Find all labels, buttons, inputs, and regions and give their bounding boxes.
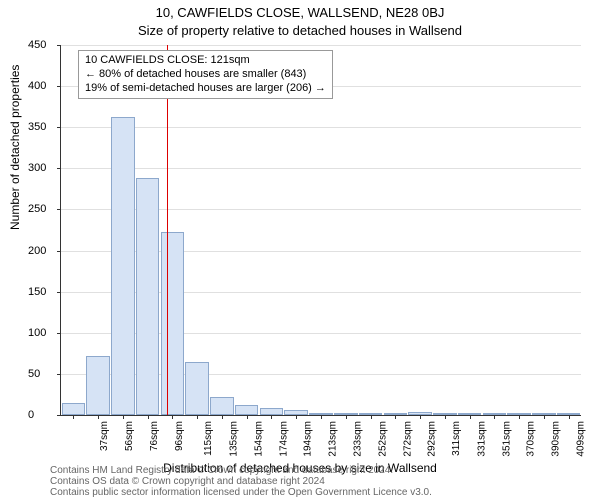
xtick-label: 37sqm — [99, 421, 110, 451]
xtick-mark — [544, 415, 545, 419]
xtick-label: 311sqm — [451, 421, 462, 456]
xtick-mark — [73, 415, 74, 419]
ytick-mark — [57, 45, 61, 46]
histogram-bar — [210, 397, 234, 415]
annotation-line: 10 CAWFIELDS CLOSE: 121sqm — [85, 54, 326, 68]
ytick-mark — [57, 86, 61, 87]
xtick-mark — [494, 415, 495, 419]
xtick-label: 174sqm — [278, 421, 289, 457]
xtick-mark — [148, 415, 149, 419]
xtick-mark — [197, 415, 198, 419]
ytick-label: 250 — [28, 203, 52, 215]
histogram-bar — [235, 405, 259, 415]
xtick-label: 213sqm — [328, 421, 339, 457]
xtick-label: 115sqm — [203, 421, 214, 456]
xtick-label: 252sqm — [377, 421, 388, 457]
ytick-mark — [57, 415, 61, 416]
xtick-label: 233sqm — [353, 421, 364, 457]
xtick-label: 292sqm — [427, 421, 438, 457]
xtick-label: 154sqm — [254, 421, 265, 457]
gridline — [61, 168, 581, 169]
xtick-label: 272sqm — [402, 421, 413, 457]
xtick-mark — [98, 415, 99, 419]
xtick-mark — [247, 415, 248, 419]
title-main: 10, CAWFIELDS CLOSE, WALLSEND, NE28 0BJ — [0, 5, 600, 20]
xtick-label: 96sqm — [174, 421, 185, 451]
ytick-label: 100 — [28, 327, 52, 339]
ytick-mark — [57, 209, 61, 210]
xtick-mark — [395, 415, 396, 419]
xtick-label: 194sqm — [303, 421, 314, 457]
xtick-mark — [172, 415, 173, 419]
reference-line — [167, 45, 168, 415]
histogram-bar — [136, 178, 160, 415]
xtick-mark — [519, 415, 520, 419]
xtick-mark — [222, 415, 223, 419]
ytick-label: 0 — [28, 409, 52, 421]
xtick-mark — [445, 415, 446, 419]
ytick-label: 400 — [28, 80, 52, 92]
annotation-line: 19% of semi-detached houses are larger (… — [85, 82, 326, 96]
ytick-label: 350 — [28, 121, 52, 133]
copyright-line-3: Contains public sector information licen… — [50, 487, 432, 498]
xtick-label: 76sqm — [149, 421, 160, 451]
ytick-mark — [57, 251, 61, 252]
xtick-mark — [569, 415, 570, 419]
xtick-label: 351sqm — [501, 421, 512, 457]
xtick-label: 390sqm — [551, 421, 562, 457]
histogram-bar — [185, 362, 209, 415]
copyright-line-2: Contains OS data © Crown copyright and d… — [50, 476, 432, 487]
copyright-text: Contains HM Land Registry data © Crown c… — [50, 465, 432, 498]
xtick-label: 56sqm — [124, 421, 135, 451]
xtick-label: 135sqm — [229, 421, 240, 457]
ytick-label: 300 — [28, 162, 52, 174]
xtick-mark — [420, 415, 421, 419]
xtick-mark — [470, 415, 471, 419]
xtick-label: 409sqm — [575, 421, 586, 457]
annotation-box: 10 CAWFIELDS CLOSE: 121sqm← 80% of detac… — [78, 50, 333, 99]
y-axis-label: Number of detached properties — [8, 65, 22, 230]
ytick-mark — [57, 168, 61, 169]
annotation-line: ← 80% of detached houses are smaller (84… — [85, 68, 326, 82]
ytick-mark — [57, 292, 61, 293]
ytick-label: 50 — [28, 368, 52, 380]
chart-container: 10, CAWFIELDS CLOSE, WALLSEND, NE28 0BJ … — [0, 0, 600, 500]
xtick-mark — [346, 415, 347, 419]
histogram-bar — [161, 232, 185, 415]
plot-area — [60, 45, 581, 416]
ytick-mark — [57, 127, 61, 128]
xtick-mark — [321, 415, 322, 419]
histogram-bar — [62, 403, 86, 415]
ytick-mark — [57, 333, 61, 334]
xtick-mark — [296, 415, 297, 419]
xtick-label: 331sqm — [476, 421, 487, 457]
xtick-mark — [371, 415, 372, 419]
histogram-bar — [86, 356, 110, 415]
ytick-mark — [57, 374, 61, 375]
histogram-bar — [111, 117, 135, 415]
title-subtitle: Size of property relative to detached ho… — [0, 23, 600, 38]
gridline — [61, 127, 581, 128]
gridline — [61, 45, 581, 46]
xtick-mark — [123, 415, 124, 419]
copyright-line-1: Contains HM Land Registry data © Crown c… — [50, 465, 432, 476]
xtick-mark — [271, 415, 272, 419]
ytick-label: 450 — [28, 39, 52, 51]
ytick-label: 200 — [28, 245, 52, 257]
ytick-label: 150 — [28, 286, 52, 298]
xtick-label: 370sqm — [526, 421, 537, 457]
